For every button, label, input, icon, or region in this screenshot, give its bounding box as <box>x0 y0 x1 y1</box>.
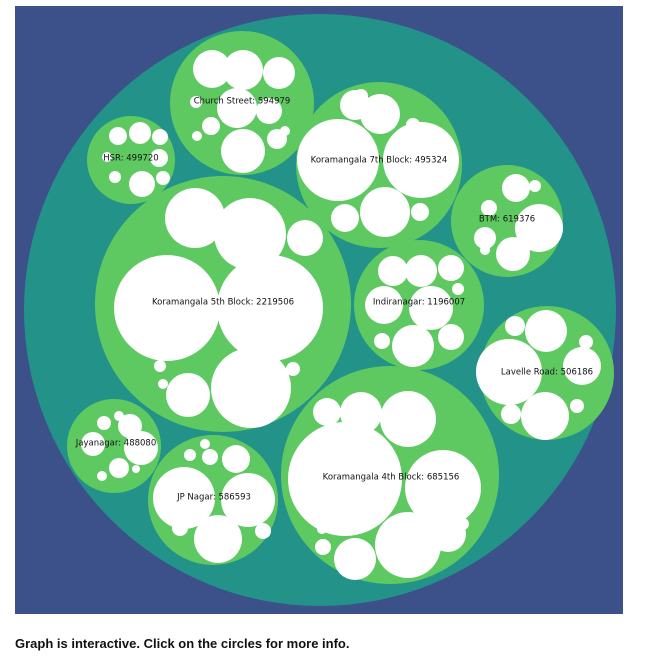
leaf-circle-koramangala-5th-block[interactable] <box>214 198 286 270</box>
leaf-circle-jp-nagar[interactable] <box>153 467 215 529</box>
leaf-circle-indiranagar[interactable] <box>409 286 453 330</box>
leaf-circle-jayanagar[interactable] <box>81 432 105 456</box>
leaf-circle-hsr[interactable] <box>156 171 170 185</box>
leaf-circle-koramangala-7th-block[interactable] <box>360 94 400 134</box>
leaf-circle-koramangala-5th-block[interactable] <box>287 220 323 256</box>
group-church-street[interactable]: Church Street: 594979 <box>170 31 314 175</box>
leaf-circle-lavelle-road[interactable] <box>563 347 601 385</box>
leaf-circle-btm[interactable] <box>502 174 530 202</box>
leaf-circle-koramangala-7th-block[interactable] <box>354 89 368 103</box>
leaf-circle-indiranagar[interactable] <box>438 255 464 281</box>
leaf-circle-indiranagar[interactable] <box>438 324 464 350</box>
leaf-circle-btm[interactable] <box>515 204 563 252</box>
leaf-circle-btm[interactable] <box>496 237 530 271</box>
leaf-circle-jp-nagar[interactable] <box>222 445 250 473</box>
leaf-circle-church-street[interactable] <box>193 50 231 88</box>
leaf-circle-koramangala-4th-block[interactable] <box>405 450 481 526</box>
leaf-circle-koramangala-5th-block[interactable] <box>166 373 210 417</box>
leaf-circle-koramangala-7th-block[interactable] <box>360 187 410 237</box>
leaf-circle-btm[interactable] <box>481 200 497 216</box>
leaf-circle-jp-nagar[interactable] <box>172 520 188 536</box>
leaf-circle-jayanagar[interactable] <box>124 431 158 465</box>
instruction-caption: Graph is interactive. Click on the circl… <box>15 636 350 651</box>
leaf-circle-koramangala-4th-block[interactable] <box>457 518 469 530</box>
leaf-circle-indiranagar[interactable] <box>365 286 403 324</box>
leaf-circle-koramangala-7th-block[interactable] <box>411 203 429 221</box>
leaf-circle-koramangala-4th-block[interactable] <box>315 539 331 555</box>
leaf-circle-koramangala-5th-block[interactable] <box>158 379 168 389</box>
leaf-circle-jp-nagar[interactable] <box>221 473 275 527</box>
leaf-circle-church-street[interactable] <box>280 126 290 136</box>
leaf-circle-btm[interactable] <box>529 180 541 192</box>
leaf-circle-koramangala-5th-block[interactable] <box>217 255 323 361</box>
leaf-circle-indiranagar[interactable] <box>405 255 437 287</box>
leaf-circle-btm[interactable] <box>480 245 490 255</box>
leaf-circle-jayanagar[interactable] <box>114 411 124 421</box>
leaf-circle-jp-nagar[interactable] <box>255 523 271 539</box>
leaf-circle-koramangala-4th-block[interactable] <box>317 524 327 534</box>
leaf-circle-hsr[interactable] <box>109 127 127 145</box>
leaf-circle-indiranagar[interactable] <box>374 333 390 349</box>
leaf-circle-koramangala-5th-block[interactable] <box>211 348 291 428</box>
leaf-circle-lavelle-road[interactable] <box>525 310 567 352</box>
leaf-circle-jayanagar[interactable] <box>97 416 111 430</box>
leaf-circle-koramangala-5th-block[interactable] <box>154 360 166 372</box>
leaf-circle-church-street[interactable] <box>223 50 263 90</box>
leaf-circle-koramangala-7th-block[interactable] <box>297 119 379 201</box>
leaf-circle-church-street[interactable] <box>202 117 220 135</box>
leaf-circle-church-street[interactable] <box>263 57 295 89</box>
leaf-circle-church-street[interactable] <box>217 88 257 128</box>
leaf-circle-hsr[interactable] <box>109 171 121 183</box>
leaf-circle-jp-nagar[interactable] <box>194 515 242 563</box>
leaf-circle-koramangala-5th-block[interactable] <box>165 188 225 248</box>
group-koramangala-4th-block[interactable]: Koramangala 4th Block: 685156 <box>281 366 499 584</box>
group-btm[interactable]: BTM: 619376 <box>451 165 563 277</box>
leaf-circle-koramangala-4th-block[interactable] <box>375 512 441 578</box>
group-koramangala-5th-block[interactable]: Koramangala 5th Block: 2219506 <box>95 176 351 432</box>
leaf-circle-koramangala-4th-block[interactable] <box>380 391 436 447</box>
leaf-circle-jp-nagar[interactable] <box>200 439 210 449</box>
leaf-circle-koramangala-7th-block[interactable] <box>406 118 420 132</box>
leaf-circle-hsr[interactable] <box>150 149 168 167</box>
leaf-circle-jp-nagar[interactable] <box>184 449 196 461</box>
leaf-circle-lavelle-road[interactable] <box>579 335 593 349</box>
leaf-circle-jayanagar[interactable] <box>132 465 140 473</box>
leaf-circle-indiranagar[interactable] <box>378 256 408 286</box>
leaf-circle-btm[interactable] <box>474 227 496 249</box>
leaf-circle-koramangala-4th-block[interactable] <box>340 392 382 434</box>
leaf-circle-koramangala-5th-block[interactable] <box>286 362 300 376</box>
group-jayanagar[interactable]: Jayanagar: 488080 <box>67 399 161 493</box>
leaf-circle-lavelle-road[interactable] <box>505 316 525 336</box>
leaf-circle-koramangala-4th-block[interactable] <box>334 538 376 580</box>
leaf-circle-lavelle-road[interactable] <box>570 399 584 413</box>
leaf-circle-jp-nagar[interactable] <box>202 449 218 465</box>
leaf-circle-hsr[interactable] <box>129 122 151 144</box>
leaf-circle-jayanagar[interactable] <box>109 458 129 478</box>
leaf-circle-indiranagar[interactable] <box>392 325 434 367</box>
leaf-circle-koramangala-4th-block[interactable] <box>430 516 466 552</box>
group-hsr[interactable]: HSR: 499720 <box>87 116 175 204</box>
leaf-circle-hsr[interactable] <box>152 129 168 145</box>
leaf-circle-lavelle-road[interactable] <box>476 339 542 405</box>
leaf-circle-hsr[interactable] <box>129 171 155 197</box>
leaf-circle-lavelle-road[interactable] <box>521 392 569 440</box>
leaf-circle-koramangala-7th-block[interactable] <box>383 122 459 198</box>
leaf-circle-koramangala-4th-block[interactable] <box>313 398 341 426</box>
leaf-circle-lavelle-road[interactable] <box>501 404 521 424</box>
group-lavelle-road[interactable]: Lavelle Road: 506186 <box>476 306 614 440</box>
leaf-circle-koramangala-4th-block[interactable] <box>288 422 402 536</box>
leaf-circle-jayanagar[interactable] <box>97 471 107 481</box>
leaf-circle-hsr[interactable] <box>102 152 112 162</box>
leaf-circle-church-street[interactable] <box>192 131 202 141</box>
leaf-circle-church-street[interactable] <box>221 129 265 173</box>
group-indiranagar[interactable]: Indiranagar: 1196007 <box>354 240 484 370</box>
leaf-circle-koramangala-5th-block[interactable] <box>114 255 220 361</box>
leaf-circle-church-street[interactable] <box>256 98 282 124</box>
leaf-circle-koramangala-7th-block[interactable] <box>331 204 359 232</box>
group-jp-nagar[interactable]: JP Nagar: 586593 <box>148 435 278 565</box>
leaf-circle-church-street[interactable] <box>190 96 202 108</box>
leaf-circle-indiranagar[interactable] <box>452 283 464 295</box>
